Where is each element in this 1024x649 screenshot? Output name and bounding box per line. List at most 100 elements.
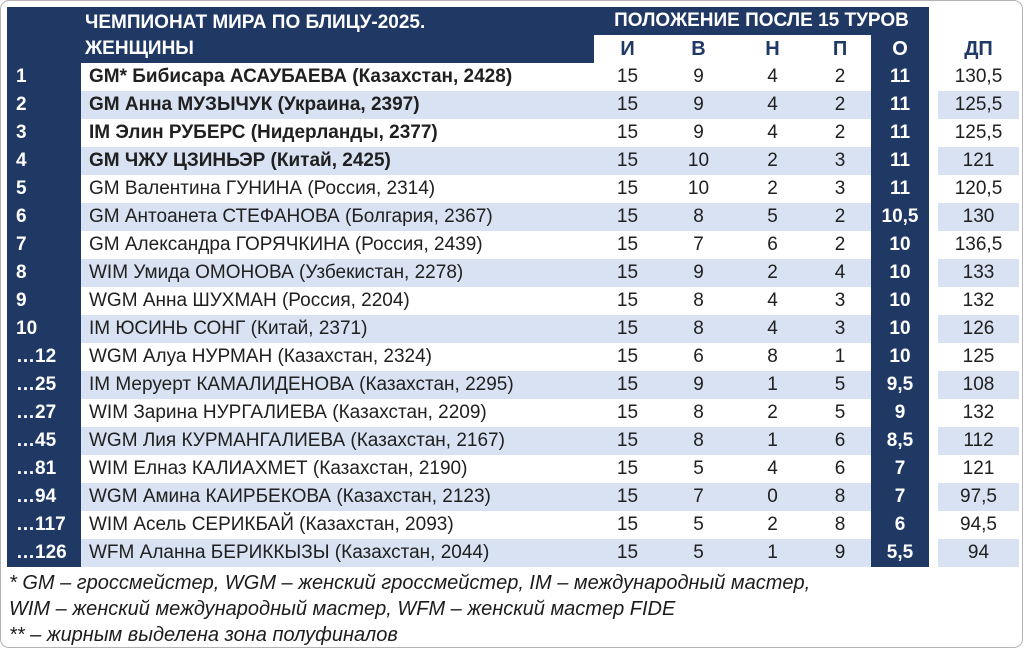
draws-cell: 2 — [736, 147, 809, 175]
losses-cell: 2 — [809, 203, 871, 231]
points-cell: 11 — [871, 119, 929, 147]
games-cell: 15 — [594, 455, 661, 483]
points-cell: 9 — [871, 399, 929, 427]
points-cell: 11 — [871, 91, 929, 119]
col-header-games: И — [594, 35, 661, 63]
games-cell: 15 — [594, 483, 661, 511]
footnote-line-1: * GM – гроссмейстер, WGM – женский гросс… — [9, 572, 811, 594]
points-cell: 7 — [871, 455, 929, 483]
tiebreak-cell: 136,5 — [938, 231, 1019, 259]
rank-cell: …45 — [7, 427, 81, 455]
header-band-label: ПОЛОЖЕНИЕ ПОСЛЕ 15 ТУРОВ — [614, 10, 909, 31]
losses-cell: 4 — [809, 259, 871, 287]
draws-cell: 8 — [736, 343, 809, 371]
col-header-tiebreak: ДП — [938, 35, 1019, 63]
rank-cell: …117 — [7, 511, 81, 539]
draws-cell: 4 — [736, 315, 809, 343]
points-cell: 10 — [871, 343, 929, 371]
points-cell: 11 — [871, 63, 929, 91]
draws-cell: 1 — [736, 539, 809, 567]
losses-cell: 2 — [809, 63, 871, 91]
player-name: IM Меруерт КАМАЛИДЕНОВА (Казахстан, 2295… — [81, 371, 594, 399]
losses-cell: 3 — [809, 175, 871, 203]
player-name: WIM Елназ КАЛИАХМЕТ (Казахстан, 2190) — [81, 455, 594, 483]
games-cell: 15 — [594, 231, 661, 259]
tiebreak-cell: 125,5 — [938, 119, 1019, 147]
losses-cell: 1 — [809, 343, 871, 371]
player-name: WGM Амина КАИРБЕКОВА (Казахстан, 2123) — [81, 483, 594, 511]
tiebreak-cell: 120,5 — [938, 175, 1019, 203]
wins-cell: 9 — [661, 371, 736, 399]
player-name: WIM Зарина НУРГАЛИЕВА (Казахстан, 2209) — [81, 399, 594, 427]
footnote-line-3: ** – жирным выделена зона полуфиналов — [9, 624, 398, 646]
games-cell: 15 — [594, 371, 661, 399]
rank-cell: 9 — [7, 287, 81, 315]
tiebreak-cell: 108 — [938, 371, 1019, 399]
rank-cell: 1 — [7, 63, 81, 91]
tiebreak-cell: 121 — [938, 147, 1019, 175]
tournament-title-line2: ЖЕНЩИНЫ — [85, 38, 194, 59]
col-header-losses: П — [809, 35, 871, 63]
draws-cell: 6 — [736, 231, 809, 259]
games-cell: 15 — [594, 343, 661, 371]
losses-cell: 5 — [809, 399, 871, 427]
games-cell: 15 — [594, 399, 661, 427]
header-band: ПОЛОЖЕНИЕ ПОСЛЕ 15 ТУРОВ — [594, 7, 929, 35]
points-cell: 5,5 — [871, 539, 929, 567]
col-header-wins: В — [661, 35, 736, 63]
losses-cell: 8 — [809, 483, 871, 511]
tiebreak-cell: 130 — [938, 203, 1019, 231]
tiebreak-cell: 133 — [938, 259, 1019, 287]
tiebreak-cell: 130,5 — [938, 63, 1019, 91]
player-name: GM Валентина ГУНИНА (Россия, 2314) — [81, 175, 594, 203]
draws-cell: 1 — [736, 371, 809, 399]
draws-cell: 2 — [736, 175, 809, 203]
tiebreak-cell: 94,5 — [938, 511, 1019, 539]
games-cell: 15 — [594, 511, 661, 539]
tiebreak-cell: 132 — [938, 399, 1019, 427]
wins-cell: 9 — [661, 91, 736, 119]
player-name: WIM Умида ОМОНОВА (Узбекистан, 2278) — [81, 259, 594, 287]
col-header-points: О — [871, 35, 929, 63]
games-cell: 15 — [594, 203, 661, 231]
wins-cell: 8 — [661, 315, 736, 343]
wins-cell: 9 — [661, 259, 736, 287]
losses-cell: 3 — [809, 315, 871, 343]
rank-cell: 6 — [7, 203, 81, 231]
rank-cell: …94 — [7, 483, 81, 511]
games-cell: 15 — [594, 91, 661, 119]
wins-cell: 7 — [661, 483, 736, 511]
player-name: GM Антоанета СТЕФАНОВА (Болгария, 2367) — [81, 203, 594, 231]
player-name: WFM Аланна БЕРИККЫЗЫ (Казахстан, 2044) — [81, 539, 594, 567]
games-cell: 15 — [594, 315, 661, 343]
wins-cell: 8 — [661, 203, 736, 231]
tiebreak-cell: 97,5 — [938, 483, 1019, 511]
standings-table: ЧЕМПИОНАТ МИРА ПО БЛИЦУ-2025. ЖЕНЩИНЫ ПО… — [7, 7, 1019, 567]
player-name: WGM Лия КУРМАНГАЛИЕВА (Казахстан, 2167) — [81, 427, 594, 455]
tiebreak-cell: 121 — [938, 455, 1019, 483]
wins-cell: 8 — [661, 427, 736, 455]
player-name: WIM Асель СЕРИКБАЙ (Казахстан, 2093) — [81, 511, 594, 539]
games-cell: 15 — [594, 287, 661, 315]
tiebreak-cell: 125,5 — [938, 91, 1019, 119]
points-cell: 8,5 — [871, 427, 929, 455]
tournament-title-line1: ЧЕМПИОНАТ МИРА ПО БЛИЦУ-2025. — [85, 12, 426, 33]
games-cell: 15 — [594, 259, 661, 287]
footnotes: * GM – гроссмейстер, WGM – женский гросс… — [9, 570, 1013, 647]
player-name: GM ЧЖУ ЦЗИНЬЭР (Китай, 2425) — [81, 147, 594, 175]
games-cell: 15 — [594, 147, 661, 175]
draws-cell: 2 — [736, 511, 809, 539]
wins-cell: 5 — [661, 455, 736, 483]
rank-cell: 3 — [7, 119, 81, 147]
player-name: IM Элин РУБЕРС (Нидерланды, 2377) — [81, 119, 594, 147]
wins-cell: 10 — [661, 147, 736, 175]
wins-cell: 8 — [661, 287, 736, 315]
wins-cell: 9 — [661, 63, 736, 91]
player-name: GM Александра ГОРЯЧКИНА (Россия, 2439) — [81, 231, 594, 259]
tiebreak-cell: 112 — [938, 427, 1019, 455]
points-cell: 6 — [871, 511, 929, 539]
rank-cell: 4 — [7, 147, 81, 175]
games-cell: 15 — [594, 63, 661, 91]
draws-cell: 0 — [736, 483, 809, 511]
col-header-draws: Н — [736, 35, 809, 63]
